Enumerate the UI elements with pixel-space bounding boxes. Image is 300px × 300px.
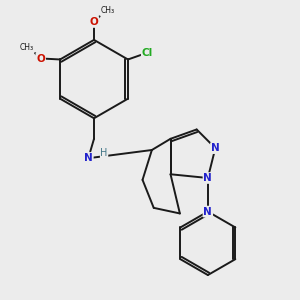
Text: Cl: Cl	[142, 48, 153, 58]
Text: N: N	[84, 153, 93, 163]
Text: CH₃: CH₃	[20, 43, 34, 52]
Text: O: O	[90, 17, 98, 27]
Text: N: N	[211, 143, 220, 153]
Text: CH₃: CH₃	[101, 6, 115, 15]
Text: N: N	[203, 207, 212, 217]
Text: H: H	[100, 148, 108, 158]
Text: N: N	[203, 173, 212, 183]
Text: O: O	[36, 54, 45, 64]
